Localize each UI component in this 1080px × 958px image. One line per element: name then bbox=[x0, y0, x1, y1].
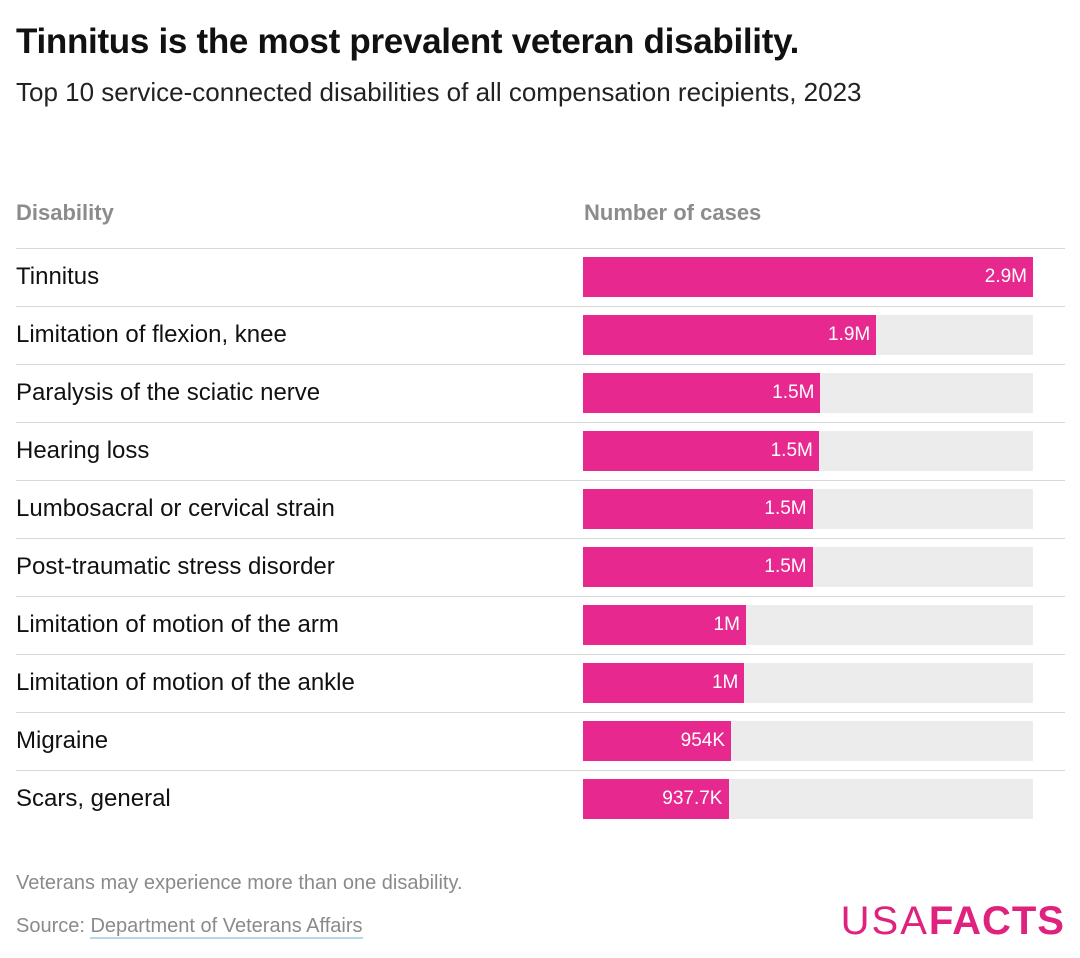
bar: 1.5M bbox=[583, 489, 813, 529]
column-header-number-of-cases: Number of cases bbox=[584, 200, 762, 225]
row-label: Limitation of flexion, knee bbox=[16, 321, 287, 348]
table-rule bbox=[16, 306, 1065, 307]
usafacts-logo[interactable]: USAFACTS bbox=[841, 897, 1065, 945]
table-rule bbox=[16, 712, 1065, 713]
table-row: Hearing loss 1.5M bbox=[0, 422, 1080, 480]
table-row: Migraine 954K bbox=[0, 712, 1080, 770]
table-row: Scars, general 937.7K bbox=[0, 770, 1080, 828]
table-row: Limitation of flexion, knee 1.9M bbox=[0, 306, 1080, 364]
bar-track: 1.9M bbox=[583, 315, 1033, 355]
bar: 1.5M bbox=[583, 547, 813, 587]
table-rule bbox=[16, 596, 1065, 597]
bar: 1M bbox=[583, 663, 745, 703]
bar: 1.5M bbox=[583, 373, 821, 413]
bar-track: 1.5M bbox=[583, 373, 1033, 413]
row-label: Paralysis of the sciatic nerve bbox=[16, 379, 321, 406]
bar: 1M bbox=[583, 605, 746, 645]
bar: 954K bbox=[583, 721, 732, 761]
bar: 1.5M bbox=[583, 431, 819, 471]
bar-value-label: 954K bbox=[680, 730, 726, 751]
table-row: Post-traumatic stress disorder 1.5M bbox=[0, 538, 1080, 596]
bar-track: 954K bbox=[583, 721, 1033, 761]
bar-value-label: 1.5M bbox=[770, 440, 813, 461]
row-label: Lumbosacral or cervical strain bbox=[16, 495, 335, 522]
bar-track: 1.5M bbox=[583, 431, 1033, 471]
table-rule bbox=[16, 770, 1065, 771]
logo-usa: USA bbox=[840, 899, 929, 943]
footnote: Veterans may experience more than one di… bbox=[16, 872, 463, 894]
bar-track: 1.5M bbox=[583, 547, 1033, 587]
bar-value-label: 1.5M bbox=[764, 556, 807, 577]
table-row: Limitation of motion of the ankle 1M bbox=[0, 654, 1080, 712]
table-row: Tinnitus 2.9M bbox=[0, 248, 1080, 306]
bar: 2.9M bbox=[583, 257, 1033, 297]
table-rule bbox=[16, 538, 1065, 539]
bar-value-label: 1.5M bbox=[764, 498, 807, 519]
bar: 937.7K bbox=[583, 779, 729, 819]
chart-subtitle: Top 10 service-connected disabilities of… bbox=[16, 77, 862, 107]
row-label: Migraine bbox=[16, 727, 109, 754]
bar-value-label: 1.9M bbox=[828, 324, 871, 345]
source-line: Source: Department of Veterans Affairs bbox=[16, 915, 363, 939]
chart-title: Tinnitus is the most prevalent veteran d… bbox=[16, 22, 800, 61]
bar-value-label: 937.7K bbox=[662, 788, 723, 809]
row-label: Limitation of motion of the arm bbox=[16, 611, 339, 638]
table-rule bbox=[16, 422, 1065, 423]
bar-track: 1.5M bbox=[583, 489, 1033, 529]
row-label: Scars, general bbox=[16, 785, 171, 812]
source-prefix: Source: bbox=[16, 915, 91, 937]
bar-track: 1M bbox=[583, 605, 1033, 645]
bar-track: 937.7K bbox=[583, 779, 1033, 819]
row-label: Limitation of motion of the ankle bbox=[16, 669, 355, 696]
row-label: Hearing loss bbox=[16, 437, 150, 464]
bar-value-label: 1M bbox=[713, 614, 740, 635]
table-rule bbox=[16, 364, 1065, 365]
bar: 1.9M bbox=[583, 315, 877, 355]
row-label: Tinnitus bbox=[16, 263, 100, 290]
table-row: Limitation of motion of the arm 1M bbox=[0, 596, 1080, 654]
table-row: Lumbosacral or cervical strain 1.5M bbox=[0, 480, 1080, 538]
bar-value-label: 1.5M bbox=[772, 382, 815, 403]
table-rule bbox=[16, 480, 1065, 481]
bar-track: 2.9M bbox=[583, 257, 1033, 297]
table-rule bbox=[16, 248, 1065, 249]
bar-value-label: 2.9M bbox=[984, 266, 1027, 287]
column-header-disability: Disability bbox=[16, 200, 114, 225]
row-label: Post-traumatic stress disorder bbox=[16, 553, 335, 580]
table-row: Paralysis of the sciatic nerve 1.5M bbox=[0, 364, 1080, 422]
table-rule bbox=[16, 654, 1065, 655]
source-link[interactable]: Department of Veterans Affairs bbox=[90, 915, 363, 939]
bar-track: 1M bbox=[583, 663, 1033, 703]
bar-value-label: 1M bbox=[711, 672, 739, 693]
logo-facts: FACTS bbox=[928, 899, 1065, 943]
